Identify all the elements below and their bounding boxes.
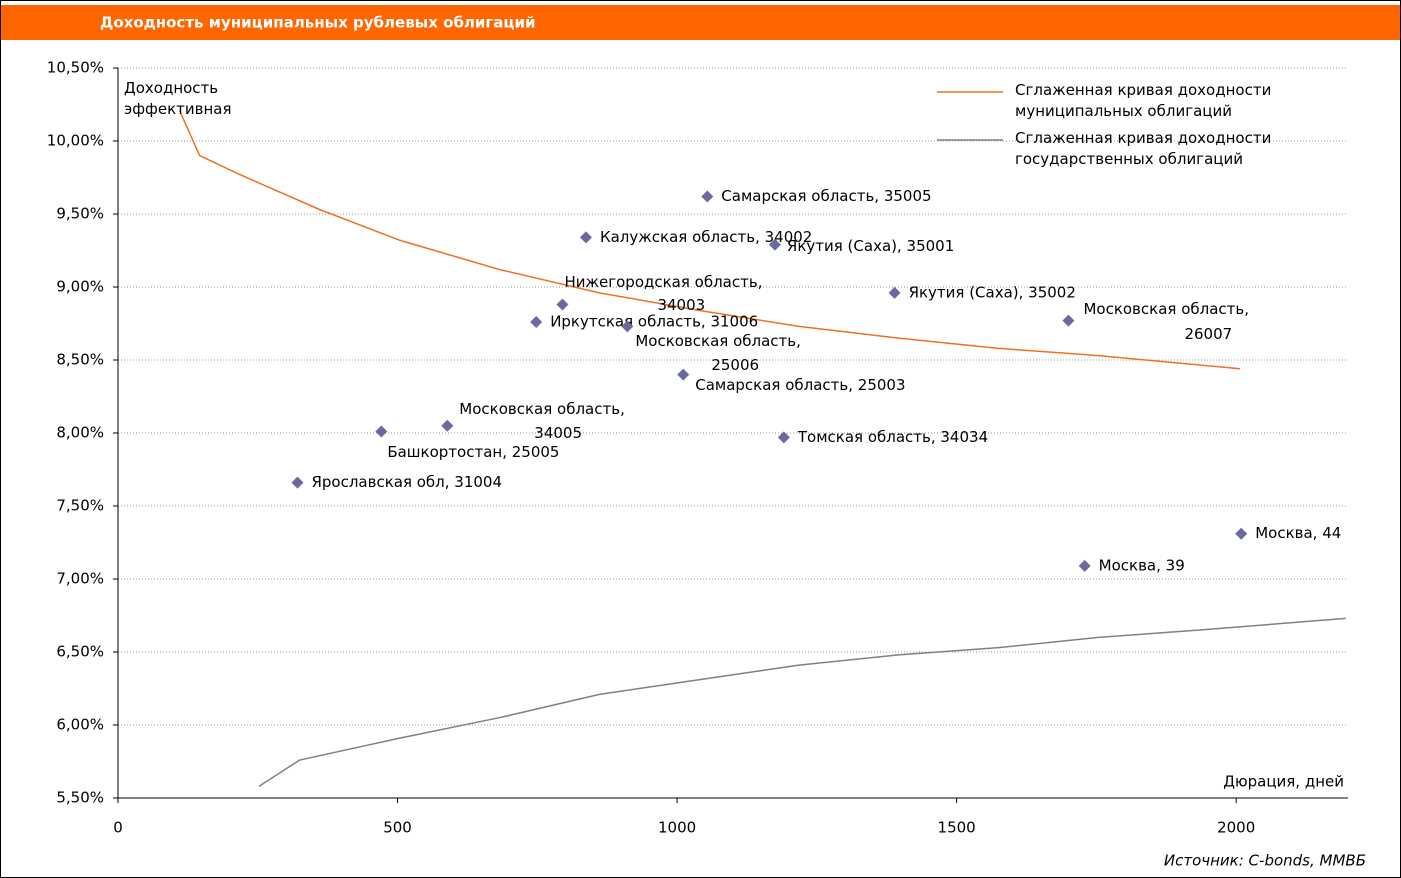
point-label: Московская область, <box>459 400 625 418</box>
x-tick-label: 0 <box>113 819 123 837</box>
x-tick-label: 2000 <box>1217 819 1255 837</box>
y-tick-label: 6,00% <box>56 716 104 734</box>
point-label: Якутия (Саха), 35002 <box>909 283 1076 301</box>
x-tick-label: 500 <box>383 819 412 837</box>
y-tick-label: 5,50% <box>56 789 104 807</box>
point-label: Ярославская обл, 31004 <box>311 473 502 491</box>
y-tick-label: 7,50% <box>56 497 104 515</box>
point-label: Самарская область, 25003 <box>695 376 905 394</box>
y-tick-label: 9,50% <box>56 205 104 223</box>
point-label: Иркутская область, 31006 <box>550 313 758 331</box>
point-label: Москва, 44 <box>1255 524 1341 542</box>
point <box>1235 527 1248 540</box>
x-tick-label: 1500 <box>938 819 976 837</box>
point <box>579 231 592 244</box>
point <box>621 320 634 333</box>
x-axis-label: Дюрация, дней <box>1223 773 1344 791</box>
point <box>888 286 901 299</box>
y-tick-label: 8,00% <box>56 424 104 442</box>
point-label: Калужская область, 34002 <box>600 228 812 246</box>
chart-title: Доходность муниципальных рублевых облига… <box>100 14 536 32</box>
point <box>777 431 790 444</box>
point-label: Московская область, <box>1083 300 1249 318</box>
point-label: Томская область, 34034 <box>797 428 988 446</box>
y-tick-label: 7,00% <box>56 570 104 588</box>
curve <box>258 617 1346 787</box>
source: Источник: C-bonds, ММВБ <box>1164 852 1366 870</box>
point <box>1062 314 1075 327</box>
header-bar <box>1 5 1400 40</box>
point <box>768 238 781 251</box>
y-axis-label: Доходность эффективная <box>124 79 232 118</box>
point-label: Самарская область, 35005 <box>721 187 931 205</box>
point-label: 25006 <box>711 356 759 374</box>
point-label: 34005 <box>534 424 582 442</box>
y-tick-label: 10,00% <box>47 132 104 150</box>
y-tick-label: 9,00% <box>56 278 104 296</box>
point-label: 34003 <box>657 296 705 314</box>
point-label: 26007 <box>1184 325 1232 343</box>
point <box>375 425 388 438</box>
point <box>1078 559 1091 572</box>
point-label: Москва, 39 <box>1099 556 1185 574</box>
point-label: Башкортостан, 25005 <box>387 443 559 461</box>
point <box>530 316 543 329</box>
point-label: Нижегородская область, <box>564 273 762 291</box>
y-tick-label: 10,50% <box>47 59 104 77</box>
point <box>701 190 714 203</box>
point-label: Якутия (Саха), 35001 <box>787 237 954 255</box>
point-label: Московская область, <box>635 332 801 350</box>
x-tick-label: 1000 <box>658 819 696 837</box>
point <box>556 298 569 311</box>
y-tick-label: 6,50% <box>56 643 104 661</box>
curve <box>178 110 1241 370</box>
point <box>677 368 690 381</box>
point <box>291 476 304 489</box>
y-tick-label: 8,50% <box>56 351 104 369</box>
point <box>441 419 454 432</box>
legend-label: Сглаженная кривая доходности муниципальн… <box>1015 81 1272 120</box>
legend-label: Сглаженная кривая доходности государстве… <box>1015 129 1272 168</box>
